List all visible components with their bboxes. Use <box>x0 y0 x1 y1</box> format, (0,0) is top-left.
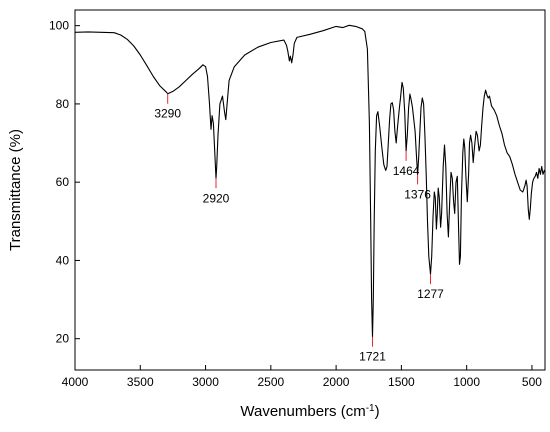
peak-label: 2920 <box>203 191 230 205</box>
x-axis-title-main: Wavenumbers (cm <box>240 403 365 420</box>
peak-annotations: 3290 2920 1721 1464 1376 1277 <box>154 93 444 364</box>
x-tick-label: 2500 <box>257 375 284 389</box>
y-tick-label: 20 <box>56 332 70 346</box>
y-axis-title: Transmittance (%) <box>7 129 24 251</box>
x-tick-label: 1000 <box>453 375 480 389</box>
series-line <box>74 24 546 338</box>
x-tick-label: 3500 <box>127 375 154 389</box>
peak-label: 1376 <box>404 187 431 201</box>
peak-label: 1464 <box>393 164 420 178</box>
axis-ticks: 4000 3500 3000 2500 2000 1500 1000 500 20 40 60 80 1… <box>49 19 542 389</box>
x-tick-label: 500 <box>522 375 542 389</box>
x-tick-label: 4000 <box>62 375 89 389</box>
x-tick-label: 2000 <box>323 375 350 389</box>
y-tick-label: 40 <box>56 253 70 267</box>
x-tick-label: 3000 <box>192 375 219 389</box>
y-tick-label: 100 <box>49 19 69 33</box>
x-tick-label: 1500 <box>388 375 415 389</box>
x-axis-title-sup: -1 <box>366 403 375 414</box>
peak-label: 3290 <box>154 107 181 121</box>
x-axis-title: Wavenumbers (cm-1) <box>240 403 379 421</box>
peak-label: 1721 <box>359 350 386 364</box>
peak-label: 1277 <box>417 287 444 301</box>
y-tick-label: 80 <box>56 97 70 111</box>
plot-frame <box>74 9 546 371</box>
y-tick-label: 60 <box>56 175 70 189</box>
x-axis-title-close: ) <box>375 403 380 420</box>
